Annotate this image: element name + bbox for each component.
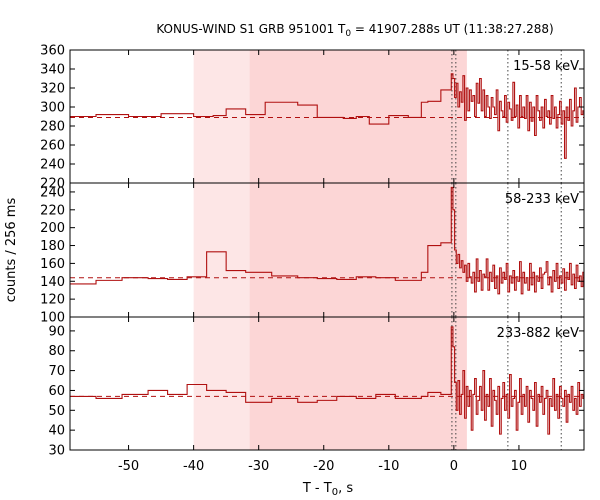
y-tick-label: 90 — [48, 324, 65, 339]
y-tick-label: 40 — [48, 424, 65, 439]
y-tick-label: 30 — [48, 444, 65, 459]
y-tick-label: 240 — [40, 158, 65, 173]
x-tick-label: -50 — [118, 459, 139, 474]
y-tick-label: 140 — [40, 275, 65, 290]
y-tick-label: 220 — [40, 203, 65, 218]
y-tick-label: 120 — [40, 293, 65, 308]
x-tick-label: -40 — [183, 459, 204, 474]
y-tick-label: 200 — [40, 221, 65, 236]
y-tick-label: 180 — [40, 239, 65, 254]
x-tick-label: 10 — [511, 459, 528, 474]
y-tick-label: 60 — [48, 384, 65, 399]
x-tick-label: -20 — [313, 459, 334, 474]
panel-3: 30 40 50 60 70 80 90 233-882 keV — [48, 316, 585, 459]
y-tick-label: 160 — [40, 257, 65, 272]
shaded-region-2 — [249, 183, 467, 317]
y-tick-label: 280 — [40, 120, 65, 135]
shaded-region-2 — [249, 317, 467, 450]
panel-frame — [69, 316, 585, 451]
count-rate-histogram — [70, 73, 584, 159]
energy-band-label: 233-882 keV — [497, 326, 580, 341]
panel-1: 220 240 260 280 300 320 340 360 15-58 keV — [40, 44, 585, 192]
y-tick-label: 260 — [40, 139, 65, 154]
y-tick-label: 70 — [48, 364, 65, 379]
x-axis-label: T - T0, s — [302, 481, 353, 498]
count-rate-histogram — [70, 326, 584, 435]
count-rate-histogram — [70, 186, 584, 295]
x-tick-label: 0 — [450, 459, 458, 474]
x-tick-label: -10 — [378, 459, 399, 474]
y-tick-label: 220 — [40, 177, 65, 192]
x-tick-label: -30 — [248, 459, 269, 474]
shaded-region-1 — [193, 183, 250, 317]
shaded-region-1 — [193, 317, 250, 450]
energy-band-label: 15-58 keV — [513, 59, 579, 74]
energy-band-label: 58-233 keV — [505, 192, 579, 207]
y-tick-label: 80 — [48, 344, 65, 359]
y-tick-label: 240 — [40, 185, 65, 200]
y-axis-label: counts / 256 ms — [4, 198, 19, 303]
y-tick-label: 50 — [48, 404, 65, 419]
y-tick-label: 320 — [40, 82, 65, 97]
y-tick-label: 360 — [40, 44, 65, 59]
y-tick-label: 340 — [40, 63, 65, 78]
y-tick-label: 100 — [40, 311, 65, 326]
panel-2: 100 120 140 160 180 200 220 240 58-233 keV — [40, 182, 585, 326]
chart-title: KONUS-WIND S1 GRB 951001 T0 = 41907.288s… — [156, 22, 553, 39]
y-tick-label: 300 — [40, 101, 65, 116]
